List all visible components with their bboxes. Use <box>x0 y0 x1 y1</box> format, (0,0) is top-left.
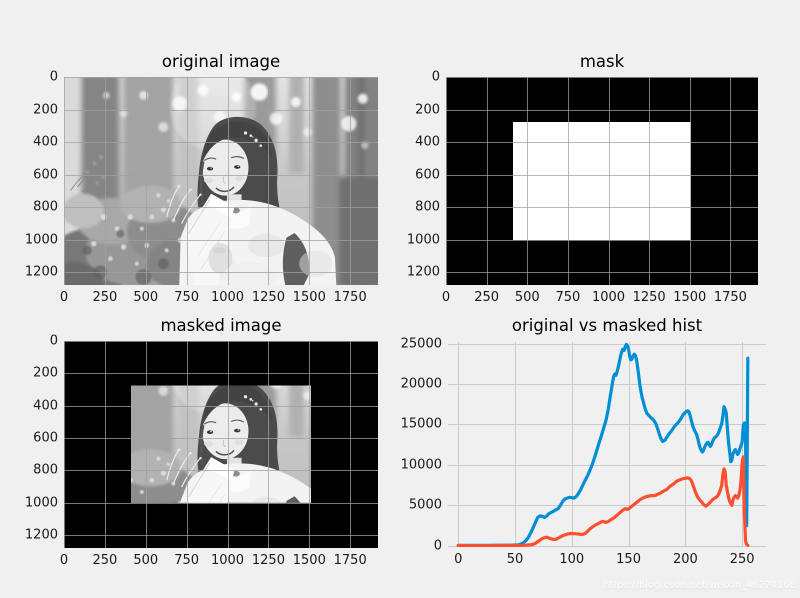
tick-label: 1250 <box>251 290 285 305</box>
subplot-title-mask: mask <box>579 52 625 71</box>
tick-label: 1000 <box>591 290 626 305</box>
tick-label: 0 <box>433 538 442 554</box>
gridline-vertical <box>446 77 447 285</box>
mask-rect <box>512 121 692 240</box>
tick-label: 600 <box>415 167 440 182</box>
tick-label: 1200 <box>406 264 440 280</box>
tick-label: 400 <box>415 134 440 150</box>
tick-label: 0 <box>454 552 463 567</box>
tick-label: 1200 <box>24 264 58 280</box>
tick-label: 200 <box>672 552 698 567</box>
tick-label: 10000 <box>400 457 442 473</box>
subplot-title-hist: original vs masked hist <box>511 316 703 335</box>
gridline-horizontal <box>446 272 758 273</box>
gridline-vertical <box>350 341 352 548</box>
tick-label: 750 <box>555 290 581 305</box>
tick-label: 0 <box>49 333 58 349</box>
tick-label: 600 <box>33 430 58 446</box>
original-photo <box>64 77 378 285</box>
gridline-vertical <box>64 341 65 548</box>
tick-label: 1250 <box>251 553 285 568</box>
tick-label: 800 <box>415 199 440 215</box>
y-tick-labels-hist: 0 5000 10000 15000 20000 25000 <box>386 336 442 553</box>
subplot-histogram <box>448 342 766 547</box>
series-line-masked <box>456 455 750 547</box>
y-tick-labels-original: 0 200 400 600 800 1000 1200 <box>2 70 58 285</box>
histogram-lines <box>456 342 750 547</box>
tick-label: 250 <box>474 290 500 305</box>
tick-label: 1000 <box>406 232 440 247</box>
masked-photo <box>64 341 378 548</box>
gridline-vertical <box>104 341 106 548</box>
gridline-horizontal <box>64 535 378 537</box>
tick-label: 15000 <box>400 416 442 432</box>
tick-label: 200 <box>415 102 440 117</box>
tick-label: 200 <box>33 365 58 381</box>
tick-label: 750 <box>174 290 200 305</box>
gridline-horizontal <box>446 77 758 78</box>
tick-label: 750 <box>174 553 200 568</box>
gridline-vertical <box>486 77 488 285</box>
subplot-title-masked: masked image <box>160 316 282 335</box>
tick-label: 800 <box>33 462 58 478</box>
y-tick-labels-mask: 0 200 400 600 800 1000 1200 <box>384 70 440 285</box>
gridline-horizontal <box>64 502 378 504</box>
tick-label: 0 <box>59 553 69 568</box>
tick-label: 1500 <box>292 553 326 568</box>
x-tick-labels-original: 0 250 500 750 1000 1250 1500 1750 <box>60 288 378 306</box>
gridline-horizontal <box>64 341 378 342</box>
x-tick-labels-masked: 0 250 500 750 1000 1250 1500 1750 <box>60 551 378 569</box>
tick-label: 1500 <box>292 290 326 305</box>
tick-label: 1000 <box>210 290 245 305</box>
tick-label: 1000 <box>210 553 245 568</box>
series-line-original <box>456 342 750 547</box>
tick-label: 0 <box>49 69 58 85</box>
subplot-masked-image <box>64 341 378 548</box>
tick-label: 0 <box>59 290 69 305</box>
tick-label: 0 <box>441 290 451 305</box>
x-tick-labels-mask: 0 250 500 750 1000 1250 1500 1750 <box>442 288 758 306</box>
tick-label: 1750 <box>713 290 747 305</box>
gridline-horizontal <box>64 373 378 375</box>
tick-label: 1500 <box>673 290 707 305</box>
tick-label: 250 <box>92 553 118 568</box>
tick-label: 50 <box>506 552 524 567</box>
tick-label: 400 <box>33 134 58 150</box>
tick-label: 150 <box>616 552 641 567</box>
tick-label: 1750 <box>333 290 367 305</box>
tick-label: 800 <box>33 199 58 215</box>
tick-label: 25000 <box>400 336 442 352</box>
subplot-mask <box>446 77 758 285</box>
tick-label: 400 <box>33 398 58 414</box>
tick-label: 1750 <box>333 553 367 568</box>
tick-label: 600 <box>33 167 58 182</box>
tick-label: 1250 <box>632 290 666 305</box>
tick-label: 250 <box>92 290 118 305</box>
tick-label: 20000 <box>400 376 442 392</box>
gridline-horizontal <box>446 239 758 241</box>
subplot-original-image <box>64 77 378 285</box>
y-tick-labels-masked: 0 200 400 600 800 1000 1200 <box>2 334 58 548</box>
gridline-vertical <box>730 77 732 285</box>
tick-label: 1000 <box>24 232 58 247</box>
tick-label: 1000 <box>24 495 58 511</box>
tick-label: 500 <box>133 290 159 305</box>
tick-label: 500 <box>514 290 540 305</box>
tick-label: 0 <box>431 69 440 85</box>
tick-label: 1200 <box>24 527 58 543</box>
watermark: https://blog.csdn.net/weixin_46274168 <box>603 580 796 591</box>
tick-label: 250 <box>729 552 755 567</box>
subplot-title-original: original image <box>161 52 281 71</box>
tick-label: 100 <box>559 552 585 567</box>
tick-label: 500 <box>133 553 159 568</box>
x-tick-labels-hist: 0 50 100 150 200 250 <box>448 550 766 568</box>
tick-label: 5000 <box>408 497 442 513</box>
tick-label: 200 <box>33 102 58 117</box>
gridline-horizontal <box>446 109 758 111</box>
